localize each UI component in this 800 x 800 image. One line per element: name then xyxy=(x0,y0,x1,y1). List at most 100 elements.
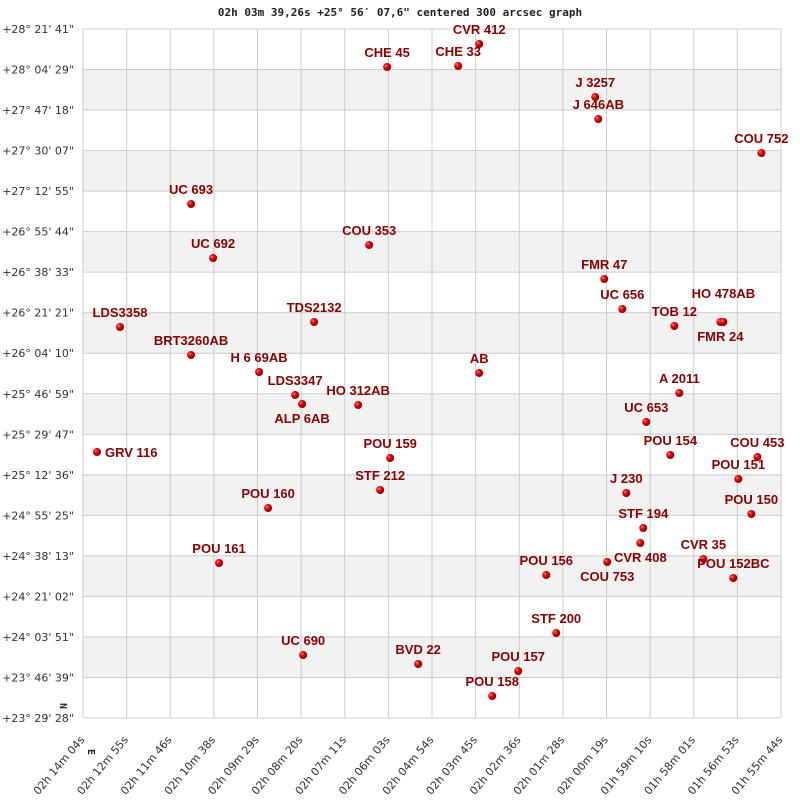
star-dot[interactable] xyxy=(757,148,766,157)
star-dot[interactable] xyxy=(187,351,196,360)
star-marker[interactable]: POU 160 xyxy=(241,486,295,513)
star-dot[interactable] xyxy=(93,448,102,457)
star-label: POU 159 xyxy=(363,436,416,451)
star-marker[interactable]: BVD 22 xyxy=(395,642,441,669)
y-tick-label: +26° 38' 33" xyxy=(2,266,74,279)
star-dot[interactable] xyxy=(386,454,395,463)
star-marker[interactable]: HO 312AB xyxy=(326,383,390,409)
star-marker[interactable]: HO 478AB xyxy=(692,286,756,326)
star-dot[interactable] xyxy=(666,451,675,460)
star-marker[interactable]: POU 152BC xyxy=(697,556,770,583)
star-dot[interactable] xyxy=(514,667,523,676)
star-label: HO 478AB xyxy=(692,286,756,301)
star-dot[interactable] xyxy=(670,322,679,331)
star-label: LDS3358 xyxy=(93,305,148,320)
star-dot[interactable] xyxy=(310,317,319,326)
star-dot[interactable] xyxy=(636,539,645,548)
star-dot[interactable] xyxy=(699,555,708,564)
star-marker[interactable]: COU 453 xyxy=(730,435,785,462)
star-label: POU 160 xyxy=(241,486,294,501)
star-marker[interactable]: AB xyxy=(470,351,489,377)
star-label: J 230 xyxy=(610,471,643,486)
star-dot[interactable] xyxy=(729,574,738,583)
star-dot[interactable] xyxy=(376,486,385,495)
star-marker[interactable]: POU 159 xyxy=(363,436,417,463)
star-marker[interactable]: POU 161 xyxy=(192,541,246,568)
star-dot[interactable] xyxy=(603,558,612,567)
star-marker[interactable]: COU 353 xyxy=(342,223,396,249)
star-marker[interactable]: POU 150 xyxy=(725,492,778,519)
star-marker[interactable]: FMR 47 xyxy=(581,257,627,284)
star-marker[interactable]: UC 690 xyxy=(281,633,325,660)
star-dot[interactable] xyxy=(618,304,627,313)
star-dot[interactable] xyxy=(734,475,743,484)
star-marker[interactable]: LDS3358 xyxy=(93,305,148,332)
star-dot[interactable] xyxy=(591,93,600,102)
star-dot[interactable] xyxy=(255,368,264,377)
star-dot[interactable] xyxy=(642,418,651,427)
star-dot[interactable] xyxy=(264,504,273,513)
star-marker[interactable]: CHE 45 xyxy=(364,45,410,71)
star-dot[interactable] xyxy=(115,323,124,332)
star-dot[interactable] xyxy=(475,368,484,377)
star-marker[interactable]: ALP 6AB xyxy=(274,400,330,426)
star-marker[interactable]: J 646AB xyxy=(573,97,624,124)
star-dot[interactable] xyxy=(454,61,463,70)
star-dot[interactable] xyxy=(488,692,497,701)
star-dot[interactable] xyxy=(542,571,551,580)
star-marker[interactable]: CVR 412 xyxy=(453,22,506,48)
star-dot[interactable] xyxy=(622,489,631,498)
star-dot[interactable] xyxy=(365,240,374,249)
star-dot[interactable] xyxy=(299,651,308,660)
star-dot[interactable] xyxy=(675,389,684,398)
star-dot[interactable] xyxy=(298,400,307,409)
star-dot[interactable] xyxy=(383,62,392,71)
star-marker[interactable]: UC 656 xyxy=(600,287,644,313)
star-marker[interactable]: BRT3260AB xyxy=(154,333,228,360)
star-marker[interactable]: H 6 69AB xyxy=(231,350,288,377)
star-marker[interactable]: CHE 33 xyxy=(435,44,481,70)
star-dot[interactable] xyxy=(414,660,423,669)
star-marker[interactable]: TOB 12 xyxy=(652,304,697,331)
star-marker[interactable]: UC 693 xyxy=(169,182,213,208)
star-dot[interactable] xyxy=(187,199,196,208)
star-marker[interactable]: UC 653 xyxy=(624,400,668,427)
star-dot[interactable] xyxy=(747,510,756,519)
star-dot[interactable] xyxy=(354,400,363,409)
star-marker[interactable]: POU 157 xyxy=(491,649,545,676)
star-marker[interactable]: STF 200 xyxy=(531,611,581,638)
star-dot[interactable] xyxy=(594,115,603,124)
y-tick-label: +25° 12' 36" xyxy=(2,469,74,482)
star-dot[interactable] xyxy=(753,453,762,462)
star-marker[interactable]: POU 156 xyxy=(520,553,573,580)
star-marker[interactable]: POU 151 xyxy=(712,457,765,484)
star-dot[interactable] xyxy=(639,524,648,533)
star-label: STF 200 xyxy=(531,611,581,626)
star-marker[interactable]: COU 752 xyxy=(734,131,788,157)
star-marker[interactable]: GRV 116 xyxy=(93,445,158,460)
y-tick-label: +24° 21' 02" xyxy=(2,590,74,603)
star-marker[interactable]: POU 158 xyxy=(465,674,519,701)
star-marker[interactable]: CVR 408 xyxy=(614,539,667,565)
star-dot[interactable] xyxy=(209,253,218,262)
star-marker[interactable]: J 3257 xyxy=(575,75,615,102)
star-marker[interactable]: STF 212 xyxy=(355,468,405,495)
star-marker[interactable]: STF 194 xyxy=(618,506,669,533)
star-marker[interactable]: LDS3347 xyxy=(268,373,323,399)
star-dot[interactable] xyxy=(719,317,728,326)
star-marker[interactable]: CVR 35 xyxy=(681,537,727,564)
star-marker[interactable]: A 2011 xyxy=(659,371,700,398)
star-marker[interactable]: POU 154 xyxy=(644,433,698,460)
star-dot[interactable] xyxy=(600,275,609,284)
star-label: POU 157 xyxy=(491,649,544,664)
star-marker[interactable]: TDS2132 xyxy=(287,300,342,326)
star-marker[interactable]: UC 692 xyxy=(191,236,235,262)
star-dot[interactable] xyxy=(291,390,300,399)
star-label: FMR 47 xyxy=(581,257,627,272)
star-marker[interactable]: J 230 xyxy=(610,471,643,498)
star-dot[interactable] xyxy=(552,629,561,638)
star-dot[interactable] xyxy=(475,39,484,48)
star-dot[interactable] xyxy=(215,559,224,568)
star-marker[interactable]: COU 753 xyxy=(580,558,634,584)
star-label: POU 152BC xyxy=(697,556,770,571)
